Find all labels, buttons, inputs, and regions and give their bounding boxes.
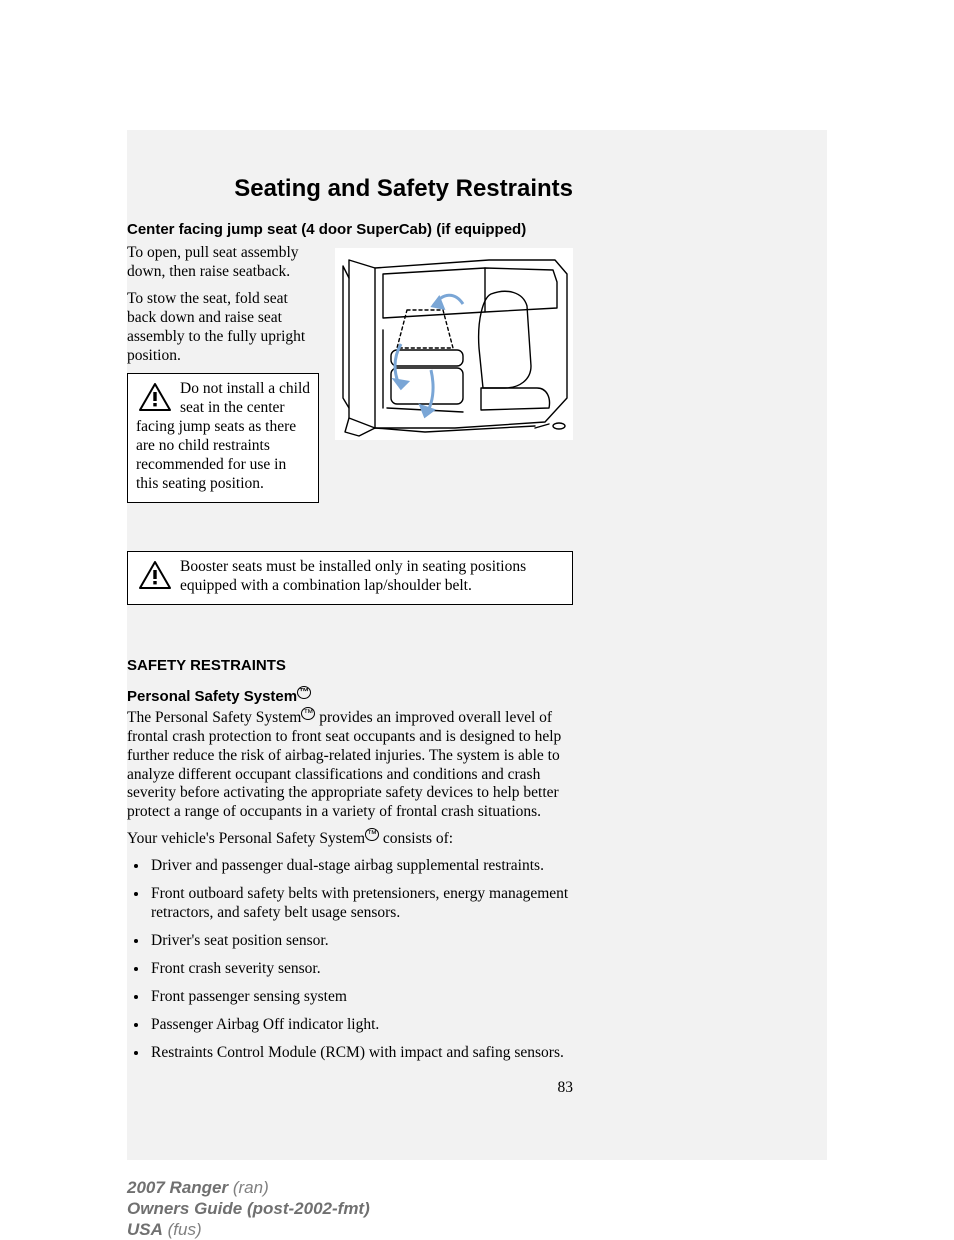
list-item: Driver's seat position sensor. [149,932,573,951]
list-item: Front outboard safety belts with pretens… [149,885,573,923]
chapter-title: Seating and Safety Restraints [127,175,573,203]
page-number: 83 [127,1079,573,1097]
footer-model-code: (ran) [228,1178,269,1197]
list-item: Restraints Control Module (RCM) with imp… [149,1044,573,1063]
jump-seat-illustration [335,248,573,440]
trademark-icon: ™ [365,828,379,841]
footer-line1: 2007 Ranger (ran) [127,1177,954,1198]
personal-safety-heading: Personal Safety System™ [127,688,573,705]
footer-line3: USA (fus) [127,1219,954,1240]
footer-line2: Owners Guide (post-2002-fmt) [127,1198,954,1219]
warning-booster-text: Booster seats must be installed only in … [136,558,564,596]
personal-safety-heading-text: Personal Safety System [127,688,297,705]
safety-para2-b: consists of: [379,830,453,847]
warning-icon [138,560,172,590]
safety-bullet-list: Driver and passenger dual-stage airbag s… [127,857,573,1062]
jump-seat-section: To open, pull seat assembly down, then r… [127,244,573,511]
footer-region-code: (fus) [163,1220,202,1239]
safety-para1: The Personal Safety System™ provides an … [127,709,573,823]
footer-model: 2007 Ranger [127,1178,228,1197]
trademark-icon: ™ [301,707,315,720]
safety-para1-a: The Personal Safety System [127,709,301,726]
jump-seat-figure [335,248,573,440]
footer: 2007 Ranger (ran) Owners Guide (post-200… [0,1097,954,1240]
footer-region: USA [127,1220,163,1239]
list-item: Front passenger sensing system [149,988,573,1007]
list-item: Driver and passenger dual-stage airbag s… [149,857,573,876]
list-item: Passenger Airbag Off indicator light. [149,1016,573,1035]
safety-restraints-heading: SAFETY RESTRAINTS [127,657,573,674]
section-heading: Center facing jump seat (4 door SuperCab… [127,221,573,238]
safety-para2-a: Your vehicle's Personal Safety System [127,830,365,847]
safety-para2: Your vehicle's Personal Safety System™ c… [127,830,573,849]
warning-booster: Booster seats must be installed only in … [127,551,573,605]
list-item: Front crash severity sensor. [149,960,573,979]
warning-icon [138,382,172,412]
trademark-icon: ™ [297,686,311,699]
page-content: Seating and Safety Restraints Center fac… [0,0,700,1097]
warning-child-seat: Do not install a child seat in the cente… [127,373,319,502]
